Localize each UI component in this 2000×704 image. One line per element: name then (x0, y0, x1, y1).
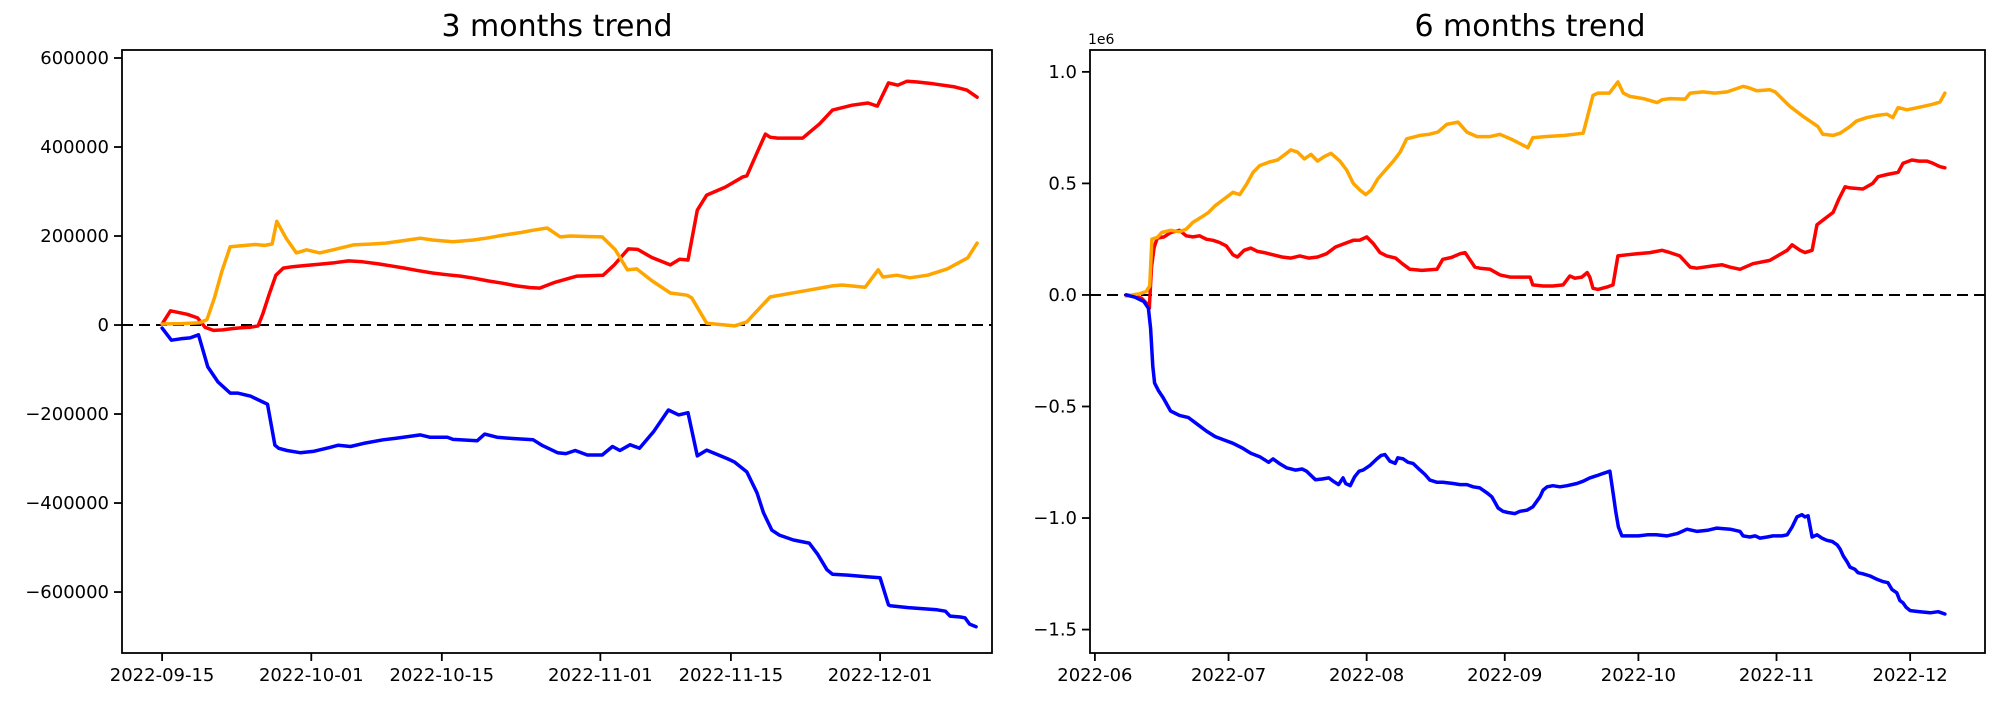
y-tick-label: 0.0 (1048, 285, 1077, 306)
chart-title-3-months: 3 months trend (441, 9, 672, 44)
x-tick-label: 2022-10 (1601, 665, 1676, 686)
orange-trend-line (1124, 80, 1947, 298)
y-tick-label: 0.5 (1048, 173, 1077, 194)
plot-area-3-months: 2022-09-15 2022-10-01 2022-10-15 2022-11-01… (25, 48, 993, 686)
x-tick-label: 2022-11 (1739, 665, 1814, 686)
y-tick-label: −1.5 (1033, 620, 1077, 641)
y-tick-label: −200000 (25, 404, 109, 425)
plot-area-6-months: 2022-06 2022-07 2022-08 2022-09 2022-10 2022-… (1033, 49, 1986, 686)
x-tick-label: 2022-06 (1057, 665, 1132, 686)
y-axis-offset-label: 1e6 (1088, 32, 1115, 48)
y-tick-label: 600000 (40, 48, 109, 69)
chart-title-6-months: 6 months trend (1414, 9, 1645, 44)
x-tick-label: 2022-08 (1329, 665, 1404, 686)
x-tick-label: 2022-11-01 (548, 665, 653, 686)
x-tick-label: 2022-12 (1873, 665, 1948, 686)
x-tick-label: 2022-09 (1467, 665, 1542, 686)
orange-trend-line (160, 219, 979, 328)
y-tick-label: 1.0 (1048, 62, 1077, 83)
x-tick-label: 2022-10-01 (259, 665, 364, 686)
blue-trend-line (1124, 293, 1947, 616)
y-tick-label: 400000 (40, 137, 109, 158)
x-tick-label: 2022-11-15 (679, 665, 784, 686)
blue-trend-line (160, 326, 978, 629)
y-tick-label: −400000 (25, 493, 109, 514)
y-tick-label: −0.5 (1033, 396, 1077, 417)
x-tick-label: 2022-12-01 (828, 665, 933, 686)
plot-frame (1089, 49, 1986, 654)
red-trend-line (160, 79, 979, 333)
chart-3-months-trend: 3 months trend 2022-09-15 2022-10-01 2022-… (25, 9, 993, 686)
red-trend-line (1124, 158, 1947, 311)
chart-6-months-trend: 6 months trend 1e6 2022-06 2022-07 2022-08… (1033, 9, 1986, 686)
y-tick-label: 0 (98, 315, 109, 336)
y-tick-label: 200000 (40, 226, 109, 247)
y-tick-label: −600000 (25, 582, 109, 603)
x-tick-label: 2022-07 (1191, 665, 1266, 686)
x-tick-label: 2022-09-15 (110, 665, 215, 686)
plot-frame (121, 49, 993, 654)
x-tick-label: 2022-10-15 (390, 665, 495, 686)
y-tick-label: −1.0 (1033, 508, 1077, 529)
